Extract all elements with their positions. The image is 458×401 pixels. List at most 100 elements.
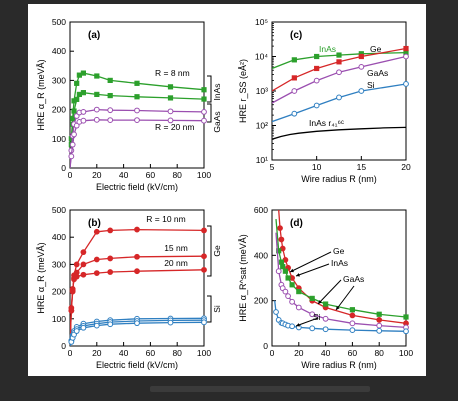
- x-axis-label-d: Wire radius R (nm): [301, 360, 377, 370]
- annotation-d-2: GaAs: [343, 274, 364, 284]
- data-point-d-1: [349, 307, 356, 313]
- y-axis-label-c: HRE r_SS (eÅ²): [238, 59, 248, 123]
- annotation-c-2: GaAs: [367, 68, 388, 78]
- panel-label-a: (a): [88, 30, 100, 41]
- arrow-d-si: [295, 317, 319, 327]
- panel-label-b: (b): [88, 218, 101, 229]
- y-axis-label-a: HRE α_R (meVÅ): [36, 59, 46, 130]
- data-point-c-2: [313, 77, 320, 84]
- data-point-d-2: [282, 288, 289, 295]
- y-tick-label-b: 200: [52, 287, 66, 297]
- data-point-c-1: [403, 45, 409, 52]
- y-tick-label-a: 100: [52, 134, 66, 144]
- y-tick-label-d: 400: [254, 250, 268, 260]
- y-tick-label-d: 600: [254, 205, 268, 215]
- y-tick-label-c: 10²: [256, 121, 268, 131]
- data-point-d-0: [278, 236, 285, 243]
- series-line-c-3: [272, 83, 406, 123]
- y-tick-label-a: 400: [52, 46, 66, 56]
- data-point-b-0: [73, 261, 80, 268]
- data-point-d-1: [280, 264, 286, 270]
- data-point-b-2: [201, 266, 207, 273]
- data-point-c-1: [291, 75, 297, 81]
- x-tick-label-b: 100: [197, 348, 211, 358]
- data-point-a-3: [68, 153, 75, 160]
- caption-strip: [150, 386, 370, 392]
- data-point-a-0: [80, 70, 86, 76]
- data-point-d-1: [278, 259, 284, 265]
- annotation-c-0: InAs: [319, 44, 336, 54]
- data-point-a-0: [94, 73, 100, 79]
- data-point-d-1: [285, 275, 291, 281]
- data-point-b-0: [134, 226, 140, 233]
- data-point-d-1: [296, 288, 302, 295]
- data-point-b-0: [201, 227, 207, 234]
- bracket-a-1: [207, 75, 212, 103]
- data-point-b-0: [80, 249, 87, 256]
- y-tick-label-c: 10¹: [256, 155, 268, 165]
- series-line-c-4: [272, 126, 406, 140]
- data-point-c-2: [403, 53, 409, 60]
- data-point-a-1: [80, 90, 86, 96]
- data-point-a-3: [80, 117, 87, 124]
- data-point-d-3: [309, 325, 316, 332]
- y-axis-label-b: HRE α_R (meVÅ): [36, 242, 46, 313]
- bracket-label-a-1: InAs: [212, 83, 222, 100]
- annotation-a-0: R = 8 nm: [155, 68, 190, 78]
- y-tick-label-c: 10⁴: [255, 52, 268, 62]
- data-point-d-2: [349, 320, 356, 327]
- data-point-b-5: [73, 328, 80, 334]
- x-tick-label-a: 60: [146, 170, 156, 180]
- bracket-a-2: [207, 103, 212, 123]
- data-point-a-0: [107, 77, 113, 83]
- data-point-c-1: [314, 65, 320, 72]
- data-point-a-1: [134, 94, 140, 100]
- y-tick-label-d: 200: [254, 296, 268, 306]
- data-point-c-3: [313, 102, 320, 109]
- x-tick-label-a: 0: [68, 170, 73, 180]
- x-tick-label-d: 80: [374, 348, 384, 358]
- data-point-b-2: [93, 270, 100, 277]
- data-point-d-2: [275, 268, 282, 275]
- x-axis-label-b: Electric field (kV/cm): [96, 360, 178, 370]
- y-tick-label-d: 0: [263, 341, 268, 351]
- x-tick-label-d: 20: [294, 348, 304, 358]
- x-tick-label-a: 20: [92, 170, 102, 180]
- annotation-c-1: Ge: [370, 44, 382, 54]
- data-point-a-0: [134, 80, 140, 86]
- data-point-c-2: [291, 88, 298, 94]
- data-point-c-2: [358, 63, 365, 70]
- annotation-b-1: 15 nm: [164, 243, 188, 253]
- x-axis-label-a: Electric field (kV/cm): [96, 182, 178, 192]
- data-point-b-2: [69, 285, 76, 292]
- data-point-c-1: [336, 59, 342, 65]
- figure-panel: 0 20 40 60 80 100 0 100 200 300 400 500 Electric fie…: [28, 4, 426, 376]
- data-point-b-5: [201, 319, 207, 326]
- y-tick-label-c: 10³: [256, 86, 268, 96]
- data-point-b-1: [201, 253, 207, 260]
- data-point-a-3: [69, 141, 76, 148]
- data-point-b-1: [93, 256, 100, 263]
- data-point-d-3: [322, 326, 329, 333]
- y-tick-label-b: 300: [52, 259, 66, 269]
- annotation-c-4: InAs r₄₁⁶ᶜ: [309, 118, 344, 128]
- y-tick-label-b: 100: [52, 314, 66, 324]
- x-tick-label-d: 0: [270, 348, 275, 358]
- data-point-a-1: [167, 95, 174, 101]
- data-point-d-0: [277, 225, 283, 232]
- data-point-d-2: [376, 322, 383, 329]
- arrow-d-gaas-2: [335, 285, 355, 311]
- annotation-d-1: InAs: [331, 258, 348, 268]
- data-point-b-2: [68, 305, 75, 311]
- data-point-b-0: [93, 228, 100, 235]
- data-point-d-2: [285, 293, 291, 300]
- y-tick-label-a: 500: [52, 17, 66, 27]
- data-point-c-1: [358, 53, 364, 60]
- data-point-d-1: [282, 268, 289, 274]
- data-point-a-2: [80, 109, 87, 115]
- annotation-a-1: R = 20 nm: [155, 122, 194, 132]
- plot-frame-b: [69, 209, 205, 347]
- y-tick-label-b: 0: [61, 341, 66, 351]
- data-point-a-3: [167, 117, 174, 124]
